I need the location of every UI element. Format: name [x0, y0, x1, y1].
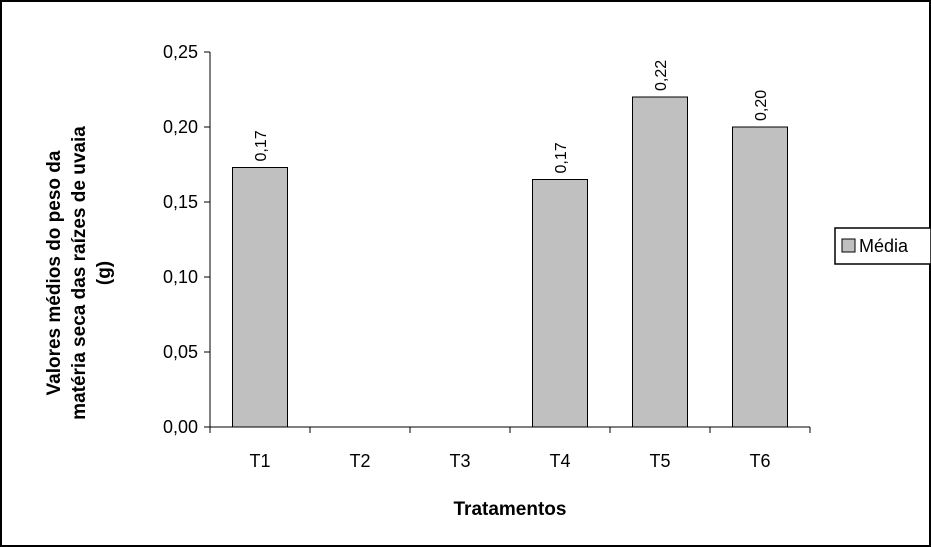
bar: [732, 126, 788, 428]
data-label: 0,22: [653, 60, 670, 91]
y-axis-title: Valores médios do peso da matéria seca d…: [44, 126, 115, 420]
bar: [232, 167, 288, 428]
legend-label-media: Média: [859, 236, 909, 256]
data-label: 0,17: [553, 142, 570, 173]
y-tick-label: 0,15: [163, 192, 198, 212]
bar: [632, 96, 688, 428]
legend: Média: [834, 227, 931, 265]
x-tick-label: T1: [249, 451, 270, 471]
x-tick-label: T5: [649, 451, 670, 471]
y-tick-label: 0,25: [163, 42, 198, 62]
y-axis-title-line-2: matéria seca das raízes de uvaia: [69, 126, 90, 420]
x-tick-label: T6: [749, 451, 770, 471]
x-tick-label: T4: [549, 451, 570, 471]
legend-swatch: [841, 238, 856, 253]
data-label: 0,20: [753, 90, 770, 121]
bar: [532, 179, 588, 428]
y-tick-label: 0,05: [163, 342, 198, 362]
y-tick-label: 0,00: [163, 417, 198, 437]
plot-area: 0,00 0,05 0,10 0,15 0,20 0,25 T1 T2 T3 T4 T5 T6 0,17…: [163, 42, 811, 471]
data-label: 0,17: [253, 130, 270, 161]
y-tick-label: 0,10: [163, 267, 198, 287]
y-tick-label: 0,20: [163, 117, 198, 137]
x-tick-label: T2: [349, 451, 370, 471]
y-axis-title-line-3: (g): [94, 261, 115, 285]
y-axis-title-line-1: Valores médios do peso da: [44, 150, 65, 395]
x-tick-label: T3: [449, 451, 470, 471]
x-axis-title: Tratamentos: [454, 499, 567, 520]
